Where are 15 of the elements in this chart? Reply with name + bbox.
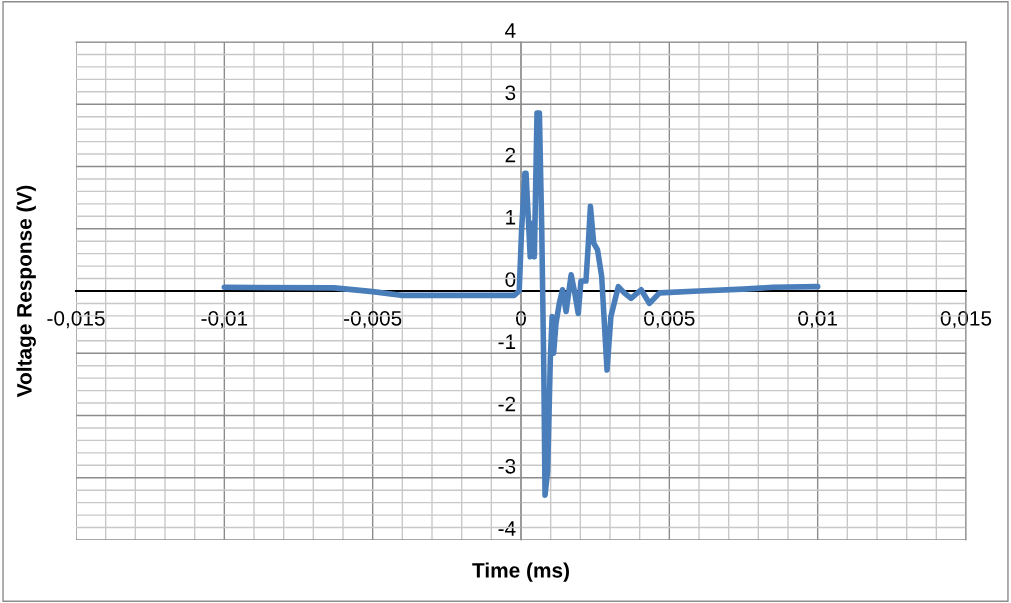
y-tick-label: 3 — [505, 85, 516, 101]
y-tick-label: -1 — [498, 334, 516, 349]
y-tick-label: 1 — [506, 210, 516, 225]
y-axis-title: Voltage Response (V) — [16, 185, 36, 398]
x-tick-label: 0,005 — [644, 310, 695, 329]
x-tick-label: 0,01 — [798, 310, 837, 329]
x-tick-label: 0,015 — [940, 310, 992, 329]
x-tick-label: -0,005 — [344, 310, 402, 329]
y-tick-label: 4 — [505, 23, 516, 38]
y-tick-label: -2 — [498, 396, 516, 412]
x-tick-label: -0,015 — [47, 310, 105, 329]
x-axis-title: Time (ms) — [472, 562, 569, 582]
y-tick-label: 2 — [505, 147, 516, 163]
x-tick-label: -0,01 — [201, 310, 248, 329]
x-tick-label: 0 — [516, 310, 526, 326]
